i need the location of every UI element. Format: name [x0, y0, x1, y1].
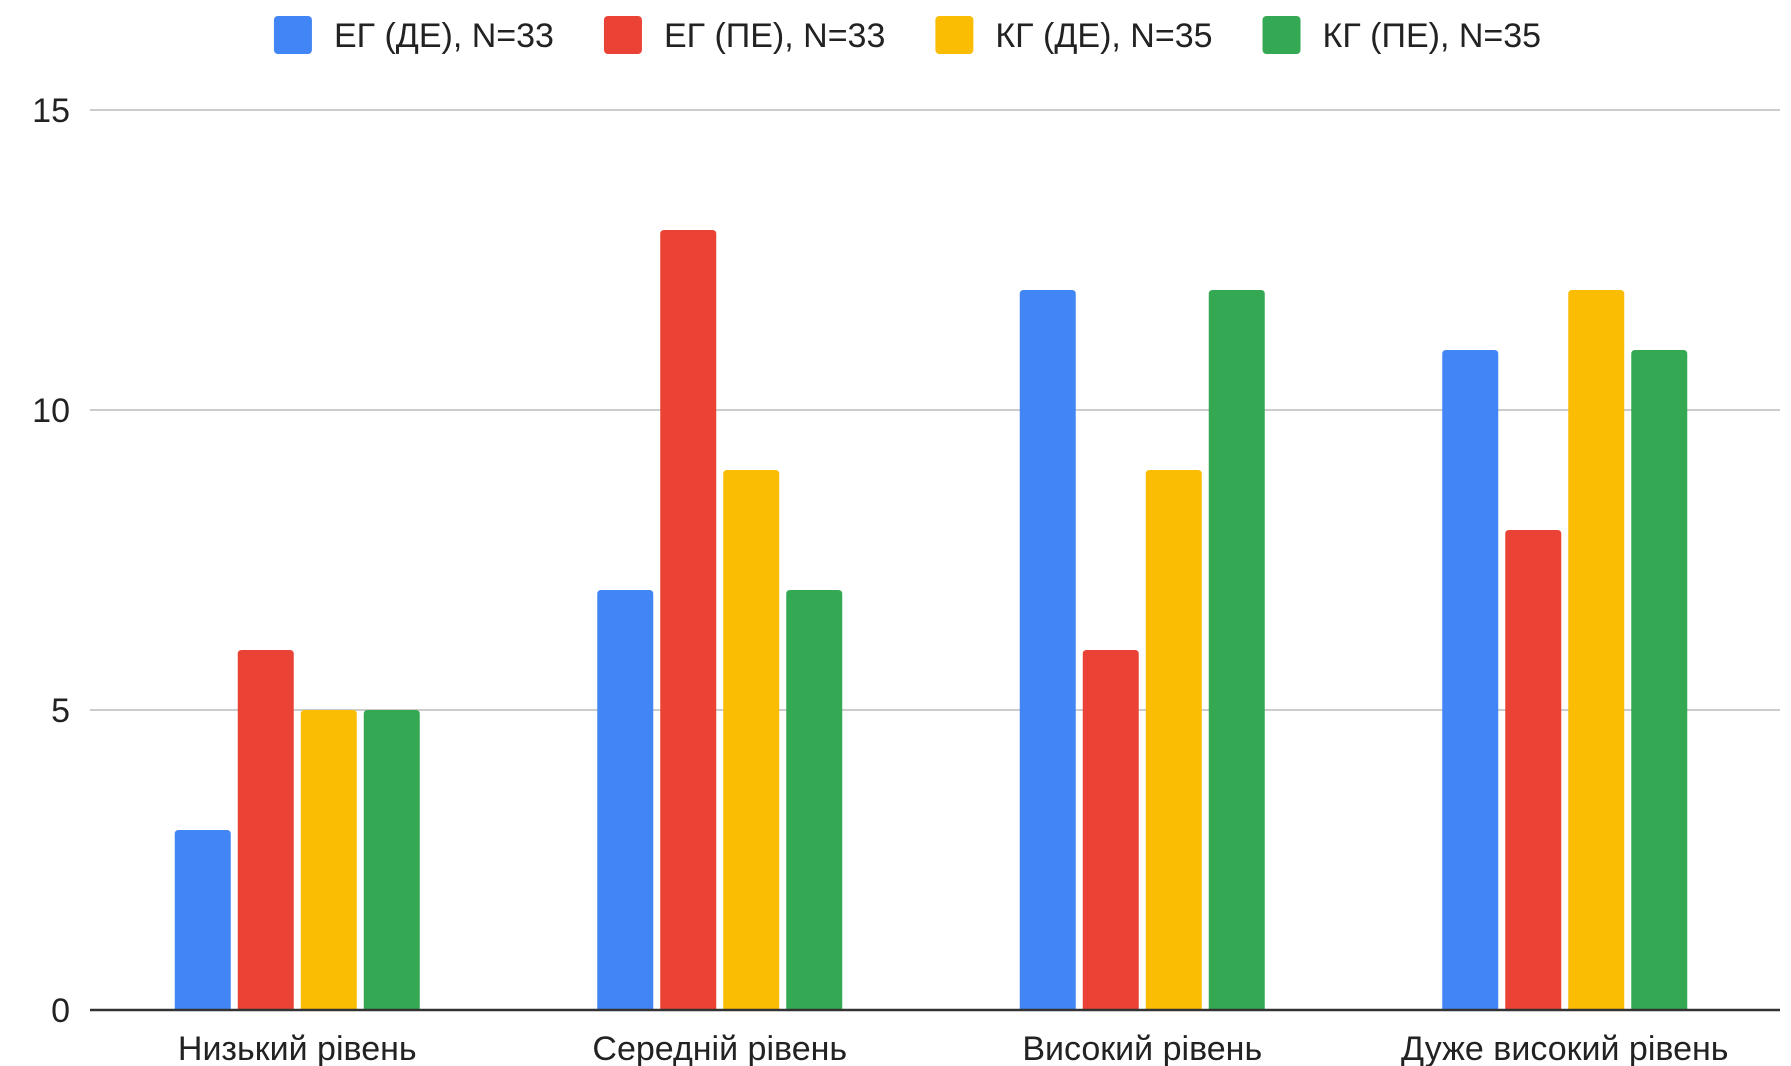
bar: [1568, 290, 1625, 1010]
legend-item: КГ (ДЕ), N=35: [935, 16, 1213, 55]
bar: [237, 650, 294, 1010]
bar: [660, 230, 717, 1010]
legend-label: ЕГ (ДЕ), N=33: [334, 17, 554, 55]
bar: [300, 710, 357, 1010]
legend-item: КГ (ПЕ), N=35: [1262, 16, 1542, 55]
bar: [1208, 290, 1265, 1010]
bar: [723, 470, 780, 1010]
legend-swatch: [603, 16, 642, 54]
bar: [1442, 350, 1499, 1010]
legend-label: КГ (ДЕ), N=35: [995, 17, 1212, 55]
bar: [174, 830, 231, 1010]
bar: [1631, 350, 1688, 1010]
bar: [786, 590, 843, 1010]
legend-label: ЕГ (ПЕ), N=33: [664, 17, 885, 55]
y-axis-ticks: 0 5 10 15: [32, 92, 70, 1030]
y-tick-label: 5: [51, 692, 70, 730]
y-tick-label: 15: [32, 92, 70, 130]
x-category-label: Середній рівень: [592, 1030, 847, 1066]
legend-item: ЕГ (ДЕ), N=33: [273, 16, 554, 55]
x-category-label: Дуже високий рівень: [1401, 1030, 1728, 1066]
legend: ЕГ (ДЕ), N=33 ЕГ (ПЕ), N=33 КГ (ДЕ), N=35 К…: [273, 16, 1542, 55]
x-category-label: Низький рівень: [178, 1030, 417, 1066]
bar: [1082, 650, 1139, 1010]
legend-item: ЕГ (ПЕ), N=33: [603, 16, 885, 55]
legend-label: КГ (ПЕ), N=35: [1323, 17, 1542, 55]
y-tick-label: 10: [32, 392, 70, 430]
bar: [1019, 290, 1076, 1010]
x-category-label: Високий рівень: [1022, 1030, 1262, 1066]
bar: [1505, 530, 1562, 1010]
legend-swatch: [935, 16, 974, 54]
y-tick-label: 0: [51, 992, 70, 1030]
bars: [174, 230, 1688, 1010]
x-axis-category-labels: Низький рівень Середній рівень Високий рів…: [178, 1030, 1729, 1066]
bar: [597, 590, 654, 1010]
legend-swatch: [273, 16, 312, 54]
legend-swatch: [1262, 16, 1301, 54]
bar: [363, 710, 420, 1010]
bar: [1145, 470, 1202, 1010]
